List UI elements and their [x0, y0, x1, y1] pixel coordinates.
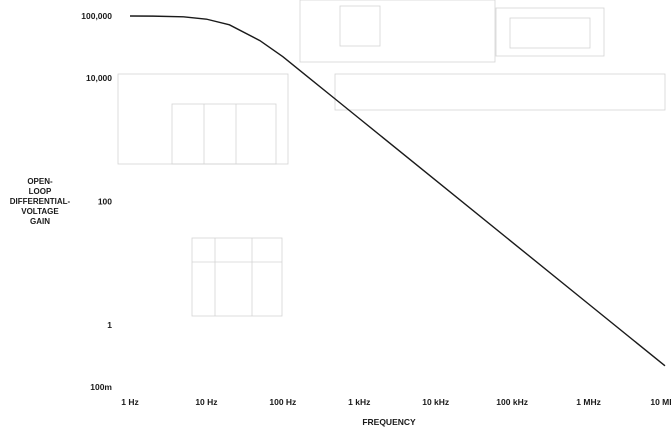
x-tick-label: 10 kHz [422, 397, 449, 407]
y-axis-label-line: DIFFERENTIAL- [10, 197, 71, 206]
y-axis-label-line: VOLTAGE [21, 207, 59, 216]
x-tick-label: 10 Hz [195, 397, 217, 407]
y-tick-label: 100 [98, 197, 112, 207]
x-axis-label: FREQUENCY [362, 417, 416, 427]
x-tick-label: 1 kHz [348, 397, 370, 407]
y-axis-label-line: LOOP [29, 187, 52, 196]
x-tick-label: 10 MHz [650, 397, 671, 407]
y-tick-label: 100m [90, 382, 112, 392]
y-tick-label: 10,000 [86, 73, 112, 83]
faded-grid-fragments [117, 0, 666, 317]
y-tick-label: 100,000 [81, 11, 112, 21]
y-axis-label-line: GAIN [30, 217, 50, 226]
y-axis-label: OPEN-LOOP DIFFERENTIAL-VOLTAGE GAIN [10, 177, 71, 226]
x-axis-tick-labels: 1 Hz 10 Hz 100 Hz 1 kHz 10 kHz 100 kHz 1 MHz 10… [121, 397, 671, 407]
x-tick-label: 100 Hz [269, 397, 296, 407]
y-tick-label: 1 [107, 320, 112, 330]
x-tick-label: 1 Hz [121, 397, 138, 407]
y-axis-tick-labels: 100,000 10,000 100 1 100m [81, 11, 112, 392]
y-axis-label-line: OPEN- [27, 177, 53, 186]
gain-curve [129, 15, 666, 367]
x-tick-label: 100 kHz [496, 397, 528, 407]
x-tick-label: 1 MHz [576, 397, 601, 407]
